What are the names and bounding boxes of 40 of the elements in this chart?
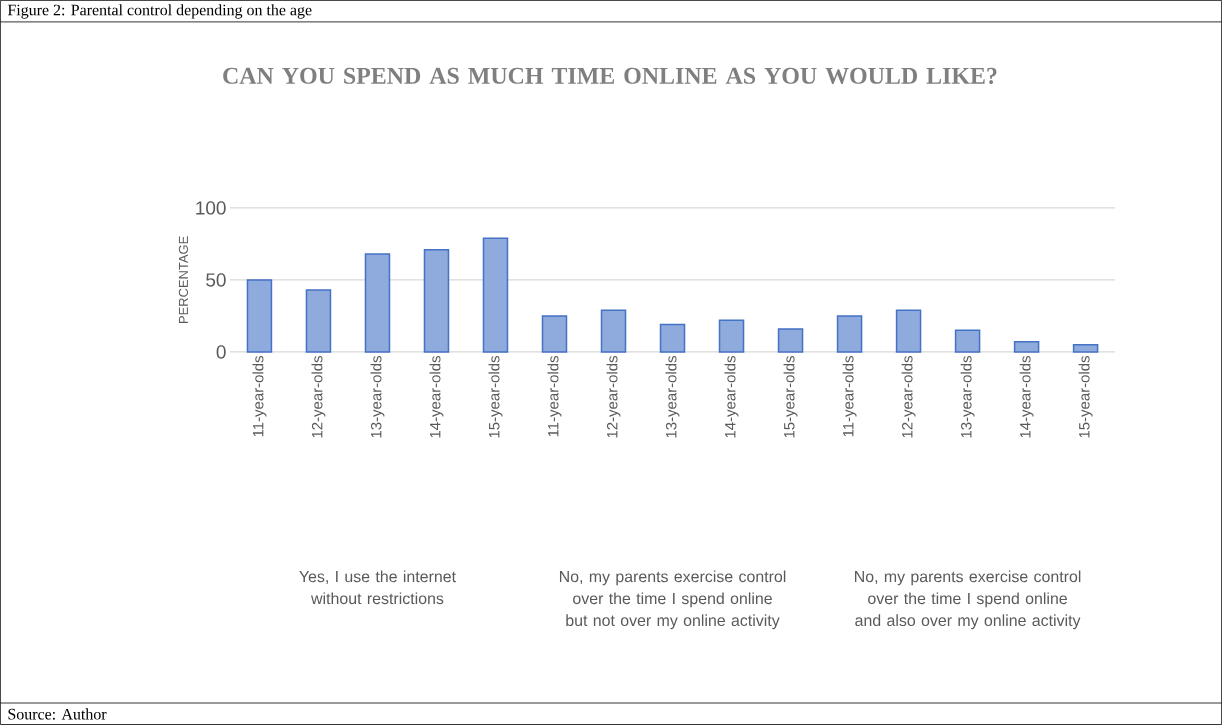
x-tick-label: 12-year-olds [606,356,621,438]
bar [895,309,922,353]
x-tick-label: 13-year-olds [665,356,680,438]
y-tick-label: 50 [206,273,226,287]
x-tick-label: 11-year-olds [842,356,857,437]
chart-title: CAN YOU SPEND AS MUCH TIME ONLINE AS YOU WOULD LIKE? [223,67,997,85]
bar [659,323,686,353]
x-tick-label: 14-year-olds [724,356,739,438]
bar [364,253,391,353]
x-tick-label: 15-year-olds [488,356,503,438]
x-tick-label: 15-year-olds [1078,356,1093,438]
bar [246,279,273,353]
x-tick-label: 11-year-olds [252,356,267,437]
text: Yes, I use the internet without restrictions [299,570,456,605]
text: No, my parents exercise control over the time I spend online but not over my online activity [559,570,786,630]
bar [836,315,863,353]
x-tick-label: 13-year-olds [960,356,975,438]
x-tick-label: 15-year-olds [783,356,798,438]
text: No, my parents exercise control over the time I spend online and also over my online activity [855,570,1081,630]
bar [718,319,745,353]
y-tick-label: 100 [196,201,226,215]
bar [482,237,509,353]
x-tick-label: 11-year-olds [547,356,562,437]
x-tick-label: 14-year-olds [1019,356,1034,438]
y-axis-title: PERCENTAGE [178,236,188,324]
x-tick-label: 12-year-olds [311,356,326,438]
bar [423,248,450,353]
bar [1013,341,1040,353]
bar [1072,344,1099,353]
x-tick-label: 12-year-olds [901,356,916,438]
y-tick-label: 0 [216,345,226,359]
bar [777,328,804,353]
x-tick-label: 13-year-olds [370,356,385,438]
bar [600,309,627,353]
bar [541,315,568,353]
bar [954,329,981,353]
caption: Figure 2: Parental control depending on the age [7,4,312,19]
x-tick-label: 14-year-olds [429,356,444,438]
source-note: Source: Author [8,708,107,720]
bar [305,289,332,353]
